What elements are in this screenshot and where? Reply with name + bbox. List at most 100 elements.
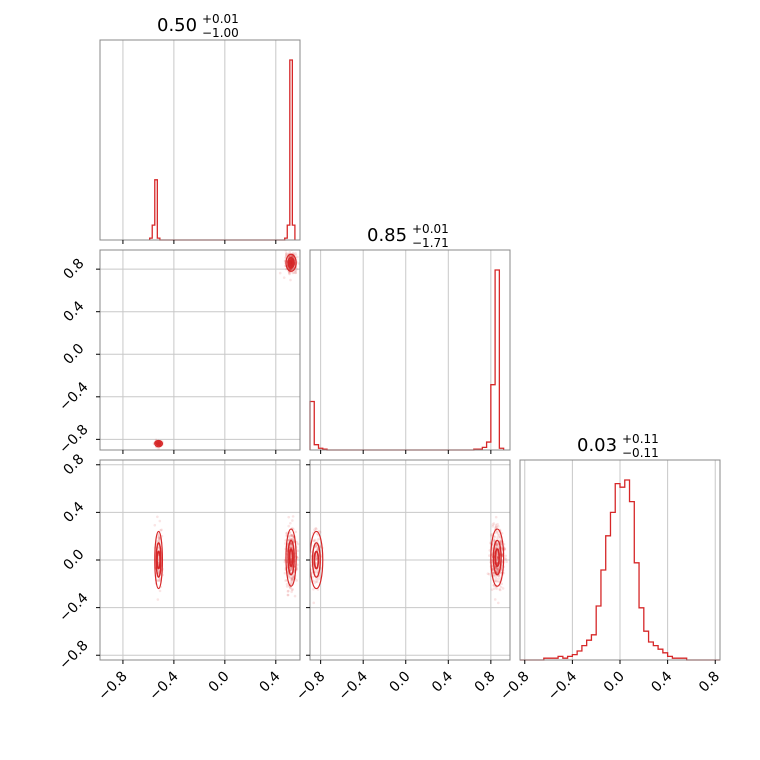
sample-point xyxy=(493,535,497,539)
sample-point xyxy=(289,579,293,583)
sample-point xyxy=(290,268,293,272)
sample-point xyxy=(289,545,292,549)
sample-point xyxy=(296,556,299,560)
sample-point xyxy=(496,555,499,559)
sample-point xyxy=(496,535,500,539)
sample-point xyxy=(296,549,300,553)
sample-point xyxy=(295,579,298,582)
sample-point xyxy=(317,529,321,533)
sample-point xyxy=(498,588,502,592)
sample-point xyxy=(493,587,496,590)
sample-point xyxy=(495,545,499,549)
sample-point xyxy=(156,598,160,601)
sample-point xyxy=(487,572,491,576)
title-median: 0.85 xyxy=(367,225,407,246)
sample-point xyxy=(291,519,294,522)
sample-point xyxy=(153,523,157,527)
sample-point xyxy=(290,578,294,581)
sample-point xyxy=(492,539,495,542)
sample-point xyxy=(315,568,319,572)
sample-point xyxy=(158,579,161,583)
sample-point xyxy=(493,598,497,601)
sample-point xyxy=(288,534,291,538)
sample-point xyxy=(288,268,292,271)
sample-point xyxy=(503,547,507,551)
sample-point xyxy=(495,587,498,590)
sample-point xyxy=(289,521,292,525)
sample-point xyxy=(288,272,291,276)
sample-point xyxy=(311,575,315,579)
sample-point xyxy=(315,577,318,581)
sample-point xyxy=(501,587,505,590)
sample-point xyxy=(495,580,498,583)
sample-point xyxy=(290,590,293,594)
title-param-3: 0.03 +0.11 −0.11 xyxy=(577,432,659,460)
sample-point xyxy=(288,271,291,275)
sample-point xyxy=(495,555,499,559)
sample-point xyxy=(287,535,291,539)
sample-point xyxy=(494,567,498,571)
sample-point xyxy=(294,271,297,275)
sample-point xyxy=(158,578,161,582)
sample-point xyxy=(315,548,319,552)
sample-point xyxy=(283,571,287,575)
sample-point xyxy=(312,601,316,605)
sample-point xyxy=(290,534,294,537)
sample-point xyxy=(290,588,294,592)
sample-point xyxy=(289,268,292,271)
contour-level xyxy=(155,441,162,447)
sample-point xyxy=(496,571,499,575)
sample-point xyxy=(486,572,490,575)
sample-point xyxy=(289,568,293,572)
sample-point xyxy=(156,579,160,582)
sample-point xyxy=(495,560,499,563)
sample-point xyxy=(496,567,500,571)
sample-point xyxy=(158,537,161,540)
sample-point xyxy=(160,528,163,532)
sample-point xyxy=(492,537,496,541)
sample-point xyxy=(285,585,289,588)
sample-point xyxy=(291,575,295,579)
sample-point xyxy=(297,262,300,265)
sample-point xyxy=(504,558,508,561)
sample-point xyxy=(290,580,294,583)
sample-point xyxy=(490,588,494,591)
sample-point xyxy=(504,554,507,558)
sample-point xyxy=(289,586,292,590)
sample-point xyxy=(288,254,292,258)
sample-point xyxy=(495,554,499,557)
sample-point xyxy=(496,568,500,571)
sample-point xyxy=(494,525,498,529)
sample-point xyxy=(491,525,495,528)
title-param-1: 0.50 +0.01 −1.00 xyxy=(157,12,239,40)
sample-point xyxy=(291,251,295,255)
sample-point xyxy=(289,542,293,546)
sample-point xyxy=(288,575,291,579)
sample-point xyxy=(294,269,297,273)
sample-point xyxy=(496,566,499,570)
contour-level xyxy=(285,253,297,272)
sample-point xyxy=(496,571,499,574)
sample-point xyxy=(499,540,503,544)
sample-point xyxy=(287,515,291,519)
histogram-param-1 xyxy=(99,39,301,244)
sample-point xyxy=(316,548,319,552)
sample-point xyxy=(287,538,291,542)
sample-point xyxy=(495,567,499,571)
title-median: 0.03 xyxy=(577,435,617,456)
sample-point xyxy=(284,532,288,535)
sample-point xyxy=(495,542,499,546)
sample-point xyxy=(285,252,288,256)
sample-point xyxy=(314,558,318,561)
sample-points xyxy=(310,515,508,605)
sample-point xyxy=(495,553,499,557)
sample-point xyxy=(493,538,496,542)
contour-level xyxy=(310,530,324,590)
sample-point xyxy=(290,545,294,549)
sample-point xyxy=(294,530,297,534)
sample-point xyxy=(290,534,294,537)
sample-point xyxy=(496,530,499,534)
sample-point xyxy=(157,569,161,573)
title-param-2: 0.85 +0.01 −1.71 xyxy=(367,222,449,250)
contour-level xyxy=(154,530,164,590)
